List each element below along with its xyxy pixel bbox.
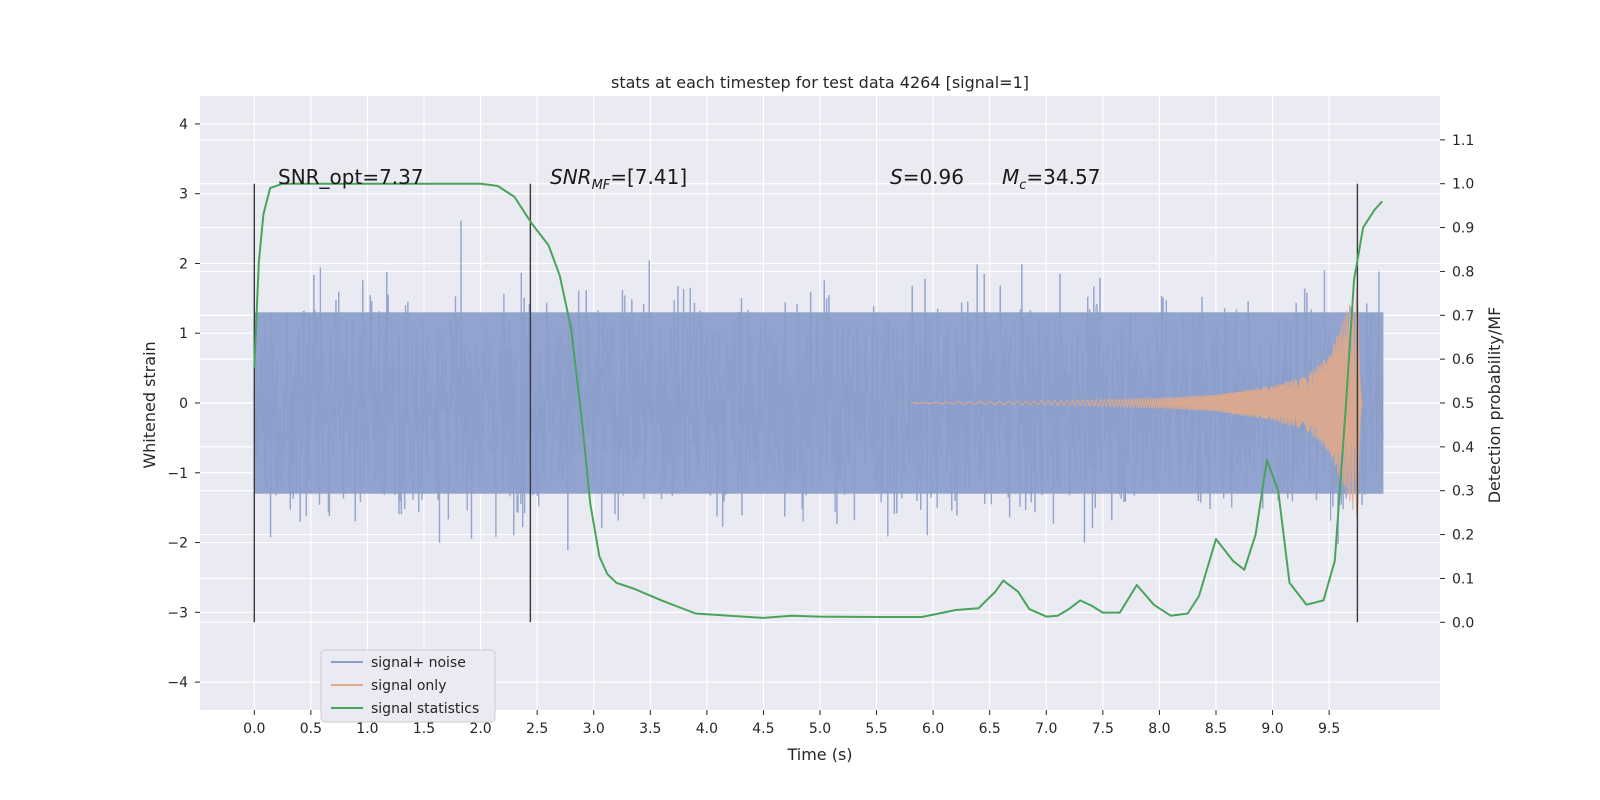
signal-statistics-line bbox=[253, 182, 1384, 619]
signal-statistics-series bbox=[253, 182, 1384, 619]
y-right-axis-label: Detection probability/MF bbox=[1485, 307, 1504, 504]
s-annotation: S=0.96 bbox=[890, 165, 964, 189]
x-tick-label: 8.0 bbox=[1148, 721, 1170, 737]
x-tick-label: 1.5 bbox=[413, 721, 435, 737]
x-tick-label: 9.0 bbox=[1261, 721, 1283, 737]
x-tick-label: 2.5 bbox=[526, 721, 548, 737]
y-right-tick-label: 0.7 bbox=[1452, 308, 1474, 324]
x-tick-label: 2.0 bbox=[469, 721, 491, 737]
mc-subscript: c bbox=[1019, 178, 1026, 193]
y-right-tick-label: 0.1 bbox=[1452, 571, 1474, 587]
y-right-tick-label: 0.6 bbox=[1452, 352, 1474, 368]
snr-opt-annotation: SNR_opt=7.37 bbox=[278, 165, 424, 189]
x-tick-label: 7.5 bbox=[1092, 721, 1114, 737]
x-tick-label: 1.0 bbox=[356, 721, 378, 737]
y-right-tick-label: 0.8 bbox=[1452, 264, 1474, 280]
mc-value: =34.57 bbox=[1026, 165, 1100, 189]
signal-only-series bbox=[910, 285, 1364, 521]
x-tick-label: 3.5 bbox=[639, 721, 661, 737]
snr-mf-main: SNR bbox=[550, 165, 592, 189]
y-left-tick-label: −3 bbox=[167, 605, 188, 621]
x-tick-label: 6.0 bbox=[922, 721, 944, 737]
x-tick-label: 9.5 bbox=[1318, 721, 1340, 737]
legend-box bbox=[320, 649, 496, 723]
y-right-tick-label: 0.2 bbox=[1452, 528, 1474, 544]
y-right-tick-label: 1.0 bbox=[1452, 177, 1474, 193]
legend-label-noise: signal+ noise bbox=[371, 655, 466, 671]
x-tick-label: 5.0 bbox=[809, 721, 831, 737]
snr-mf-subscript: MF bbox=[592, 178, 611, 193]
x-tick-label: 8.5 bbox=[1205, 721, 1227, 737]
y-left-tick-label: −2 bbox=[167, 536, 188, 552]
y-left-tick-label: 2 bbox=[179, 256, 188, 272]
x-tick-label: 3.0 bbox=[583, 721, 605, 737]
s-main: S bbox=[890, 165, 903, 189]
x-tick-label: 0.0 bbox=[243, 721, 265, 737]
mc-main: M bbox=[1002, 165, 1019, 189]
y-left-tick-label: −1 bbox=[167, 466, 188, 482]
x-tick-label: 0.5 bbox=[300, 721, 322, 737]
y-right-tick-label: 0.3 bbox=[1452, 484, 1474, 500]
snr-mf-annotation: SNRMF=[7.41] bbox=[550, 165, 687, 193]
y-right-tick-label: 0.0 bbox=[1452, 615, 1474, 631]
y-left-tick-label: 4 bbox=[179, 117, 188, 133]
x-tick-label: 5.5 bbox=[865, 721, 887, 737]
legend: signal+ noise signal only signal statist… bbox=[320, 649, 496, 723]
y-right-axis-ticks: 1.1 1.0 0.9 0.8 0.7 0.6 0.5 0.4 0.3 0.2 0.1 0.0 bbox=[1440, 133, 1474, 631]
x-tick-label: 4.0 bbox=[696, 721, 718, 737]
y-right-tick-label: 0.5 bbox=[1452, 396, 1474, 412]
s-value: =0.96 bbox=[903, 165, 964, 189]
signal-only-trace bbox=[910, 285, 1364, 521]
x-tick-label: 6.5 bbox=[979, 721, 1001, 737]
x-tick-label: 4.5 bbox=[752, 721, 774, 737]
legend-label-stats: signal statistics bbox=[371, 701, 479, 717]
y-right-tick-label: 0.4 bbox=[1452, 440, 1474, 456]
mc-annotation: Mc=34.57 bbox=[1002, 165, 1100, 193]
y-left-axis-label: Whitened strain bbox=[140, 341, 159, 468]
chart-title: stats at each timestep for test data 426… bbox=[611, 73, 1029, 92]
x-axis-ticks: 0.0 0.5 1.0 1.5 2.0 2.5 3.0 3.5 4.0 4.5 5.0 5.5 6.0 6… bbox=[243, 710, 1340, 737]
y-left-axis-ticks: 4 3 2 1 0 −1 −2 −3 −4 bbox=[167, 117, 200, 691]
legend-label-signal: signal only bbox=[371, 678, 446, 694]
y-right-tick-label: 0.9 bbox=[1452, 221, 1474, 237]
snr-mf-value: =[7.41] bbox=[610, 165, 687, 189]
x-tick-label: 7.0 bbox=[1035, 721, 1057, 737]
x-axis-label: Time (s) bbox=[786, 745, 852, 764]
y-left-tick-label: 1 bbox=[179, 326, 188, 342]
y-left-tick-label: 3 bbox=[179, 187, 188, 203]
y-left-tick-label: 0 bbox=[179, 396, 188, 412]
y-left-tick-label: −4 bbox=[167, 675, 188, 691]
y-right-tick-label: 1.1 bbox=[1452, 133, 1474, 149]
